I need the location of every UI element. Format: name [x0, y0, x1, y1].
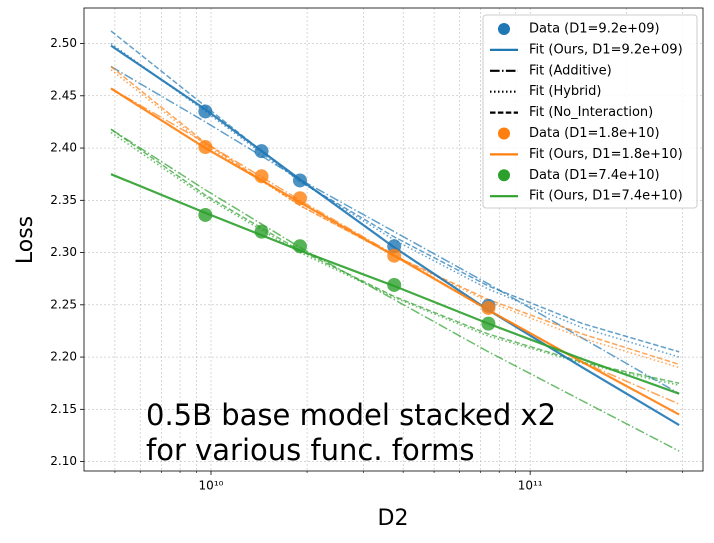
legend-marker	[498, 169, 510, 182]
axes-frame	[83, 7, 704, 472]
data-point	[198, 104, 213, 119]
y-axis-label: Loss	[13, 216, 38, 264]
annotation: 0.5B base model stacked x2	[146, 398, 556, 432]
legend-marker	[498, 127, 510, 140]
legend-label: Fit (Ours, D1=1.8e+10)	[529, 147, 683, 162]
y-tick-label: 2.45	[50, 88, 77, 102]
data-point	[292, 239, 307, 254]
data-point	[254, 169, 269, 184]
y-tick-label: 2.25	[50, 297, 77, 311]
data-point	[254, 144, 269, 159]
y-tick-label: 2.50	[50, 36, 77, 50]
legend-box	[482, 14, 698, 209]
legend-label: Data (D1=9.2e+09)	[529, 22, 660, 37]
y-tick-label: 2.15	[50, 402, 77, 416]
x-axis-label: D2	[378, 506, 409, 531]
fit-line	[110, 65, 680, 395]
data-point	[387, 248, 402, 263]
data-point	[292, 191, 307, 206]
data-point	[198, 207, 213, 222]
annotation: for various func. forms	[146, 433, 475, 467]
plot-area	[110, 30, 680, 452]
x-tick-label: 10¹⁰	[199, 479, 224, 493]
legend-label: Data (D1=1.8e+10)	[529, 126, 660, 141]
y-tick-label: 2.30	[50, 245, 77, 259]
legend-label: Fit (Ours, D1=9.2e+09)	[529, 42, 683, 57]
data-point	[481, 316, 496, 331]
fit-line	[110, 128, 680, 452]
legend-label: Fit (No_Interaction)	[529, 105, 653, 120]
data-point	[292, 173, 307, 188]
y-tick-label: 2.20	[50, 350, 77, 364]
data-point	[254, 224, 269, 239]
legend-label: Fit (Additive)	[529, 63, 612, 78]
data-point	[198, 140, 213, 155]
y-tick-label: 2.40	[50, 141, 77, 155]
y-tick-label: 2.10	[50, 454, 77, 468]
legend-label: Fit (Hybrid)	[529, 84, 601, 99]
x-tick-label: 10¹¹	[518, 479, 543, 493]
data-point	[387, 277, 402, 292]
legend-label: Fit (Ours, D1=7.4e+10)	[529, 189, 683, 204]
legend-marker	[498, 23, 510, 35]
legend-label: Data (D1=7.4e+10)	[529, 168, 660, 183]
y-tick-label: 2.35	[50, 193, 77, 207]
data-point	[481, 300, 496, 315]
